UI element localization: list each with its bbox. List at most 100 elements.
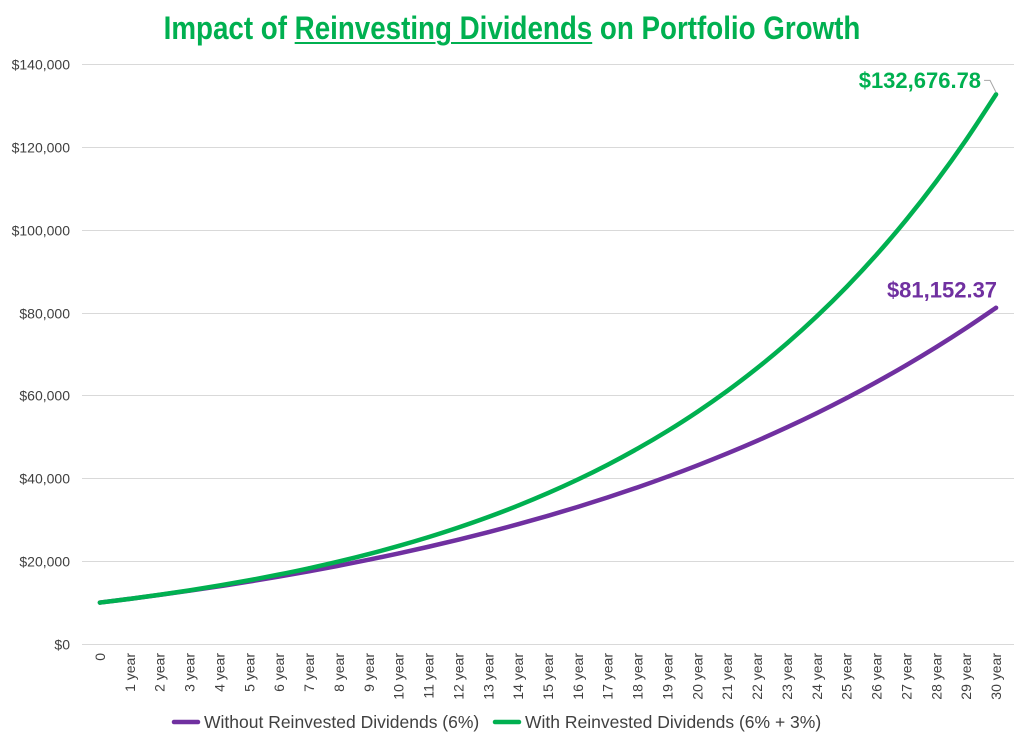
x-tick-label: 10 year <box>391 653 407 700</box>
data-point <box>516 522 521 527</box>
data-label-with-reinvested-end: $132,676.78 <box>859 68 981 93</box>
data-point <box>127 596 132 601</box>
data-point <box>665 474 670 479</box>
legend: Without Reinvested Dividends (6%) With R… <box>171 712 821 732</box>
legend-label-with-reinvested: With Reinvested Dividends (6% + 3%) <box>525 712 821 732</box>
data-labels: $81,152.37 $132,676.78 <box>859 68 997 302</box>
x-tick-label: 5 year <box>241 653 257 692</box>
x-tick-label: 28 year <box>928 653 944 700</box>
data-point <box>844 396 849 401</box>
data-point <box>934 345 939 350</box>
data-point <box>874 380 879 384</box>
data-point <box>814 314 819 319</box>
x-tick-label: 25 year <box>839 653 855 700</box>
data-point <box>605 462 610 467</box>
data-point <box>635 446 640 451</box>
x-tick-label: 27 year <box>898 653 914 700</box>
data-point <box>396 551 401 556</box>
x-axis-tick-labels: 0 1 year 2 year 3 year 4 year 5 year 6 year 7 y… <box>92 653 1004 700</box>
data-point <box>187 588 192 593</box>
data-point <box>665 428 670 433</box>
data-point <box>784 341 789 346</box>
x-tick-label: 4 year <box>211 653 227 692</box>
series-lines <box>97 92 999 605</box>
x-tick-label: 9 year <box>361 653 377 692</box>
data-point <box>157 592 162 597</box>
x-tick-label: 8 year <box>331 653 347 692</box>
data-point <box>486 514 491 519</box>
data-point <box>336 559 341 564</box>
y-tick-label: $40,000 <box>19 471 70 487</box>
data-point <box>695 463 700 468</box>
x-tick-label: 29 year <box>958 653 974 700</box>
y-tick-label: $120,000 <box>12 140 71 156</box>
y-tick-label: $80,000 <box>19 306 70 322</box>
data-point <box>546 491 550 496</box>
data-point <box>217 583 222 588</box>
data-point <box>994 305 999 310</box>
y-tick-label: $60,000 <box>19 388 70 404</box>
series-with-reinvested <box>97 92 999 605</box>
x-tick-label: 17 year <box>600 653 616 700</box>
x-tick-label: 26 year <box>869 653 885 700</box>
x-tick-label: 0 <box>92 653 108 661</box>
gridlines <box>82 64 1014 645</box>
series-line-without-reinvested <box>97 305 999 605</box>
x-tick-label: 21 year <box>719 653 735 700</box>
data-point <box>575 477 580 482</box>
chart-title-underlined-phrase: Reinvesting Dividends <box>294 10 593 46</box>
data-point <box>964 137 969 142</box>
x-tick-label: 1 year <box>122 653 138 692</box>
legend-item-with-reinvested: With Reinvested Dividends (6% + 3%) <box>492 712 821 732</box>
chart-title: Impact of Reinvesting Dividends on Portf… <box>68 8 956 48</box>
data-point <box>874 252 879 257</box>
y-tick-label: $0 <box>54 637 70 653</box>
data-point <box>277 572 282 577</box>
x-tick-label: 13 year <box>480 653 496 700</box>
data-point <box>635 485 640 490</box>
series-line-with-reinvested <box>97 92 999 605</box>
data-point <box>247 578 252 583</box>
x-tick-label: 19 year <box>659 653 675 700</box>
data-label-without-reinvested-end: $81,152.37 <box>887 277 997 302</box>
x-tick-label: 30 year <box>988 653 1004 700</box>
data-point <box>396 543 401 548</box>
x-tick-label: 3 year <box>182 653 198 692</box>
data-point <box>336 563 341 568</box>
data-point <box>366 557 371 562</box>
data-point <box>307 566 312 571</box>
data-point <box>605 495 610 500</box>
x-tick-label: 22 year <box>749 653 765 700</box>
x-tick-label: 14 year <box>510 653 526 700</box>
data-point <box>366 552 371 557</box>
y-tick-label: $20,000 <box>19 554 70 570</box>
data-point <box>426 535 431 540</box>
x-tick-label: 23 year <box>779 653 795 700</box>
x-tick-label: 2 year <box>152 653 168 692</box>
data-point <box>695 409 700 414</box>
data-point <box>725 451 730 456</box>
legend-label-without-reinvested: Without Reinvested Dividends (6%) <box>204 712 479 732</box>
data-point <box>456 537 461 542</box>
x-tick-label: 11 year <box>421 653 437 699</box>
data-point <box>814 411 819 416</box>
data-point <box>755 438 760 443</box>
chart-title-tail: on Portfolio Growth <box>592 10 861 46</box>
data-point <box>97 600 102 605</box>
legend-item-without-reinvested: Without Reinvested Dividends (6%) <box>171 712 479 732</box>
series-without-reinvested <box>97 305 999 605</box>
data-point <box>486 530 491 535</box>
data-point <box>994 92 999 97</box>
chart-title-lead: Impact of <box>163 10 295 46</box>
y-tick-label: $100,000 <box>12 223 71 239</box>
data-point <box>964 326 969 330</box>
data-point <box>456 525 461 530</box>
data-point <box>844 284 849 289</box>
data-point <box>904 217 909 222</box>
data-point <box>546 513 550 518</box>
data-point <box>934 179 939 184</box>
x-tick-label: 15 year <box>540 653 556 700</box>
data-point <box>725 388 730 393</box>
data-point <box>575 504 580 509</box>
